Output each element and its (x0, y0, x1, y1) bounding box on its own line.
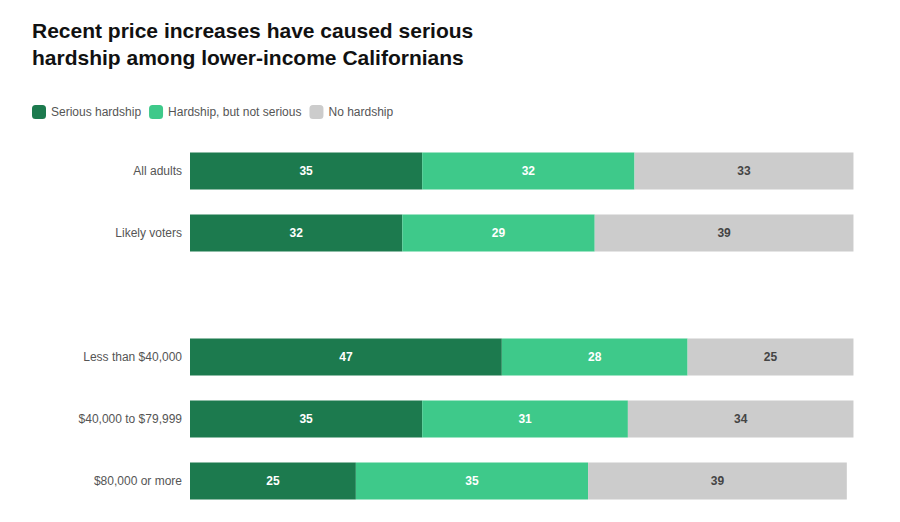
svg-text:Likely voters: Likely voters (115, 226, 182, 240)
svg-text:29: 29 (492, 226, 506, 240)
svg-text:32: 32 (289, 226, 303, 240)
svg-text:25: 25 (266, 474, 280, 488)
svg-text:All adults: All adults (133, 164, 182, 178)
svg-text:35: 35 (299, 412, 313, 426)
svg-text:Hardship, but not serious: Hardship, but not serious (168, 105, 301, 119)
svg-text:28: 28 (588, 350, 602, 364)
svg-text:$40,000 to $79,999: $40,000 to $79,999 (79, 412, 183, 426)
svg-text:hardship among lower-income Ca: hardship among lower-income Californians (32, 46, 464, 69)
svg-text:39: 39 (717, 226, 731, 240)
svg-text:25: 25 (764, 350, 778, 364)
svg-text:34: 34 (734, 412, 748, 426)
svg-text:32: 32 (522, 164, 536, 178)
svg-text:Serious hardship: Serious hardship (51, 105, 141, 119)
svg-text:39: 39 (711, 474, 725, 488)
svg-text:35: 35 (299, 164, 313, 178)
svg-text:No hardship: No hardship (328, 105, 393, 119)
svg-text:33: 33 (737, 164, 751, 178)
svg-text:35: 35 (465, 474, 479, 488)
svg-text:47: 47 (339, 350, 353, 364)
svg-text:Recent price increases have ca: Recent price increases have caused serio… (32, 19, 473, 42)
svg-text:$80,000 or more: $80,000 or more (94, 474, 182, 488)
svg-text:31: 31 (518, 412, 532, 426)
svg-text:Less than $40,000: Less than $40,000 (83, 350, 182, 364)
